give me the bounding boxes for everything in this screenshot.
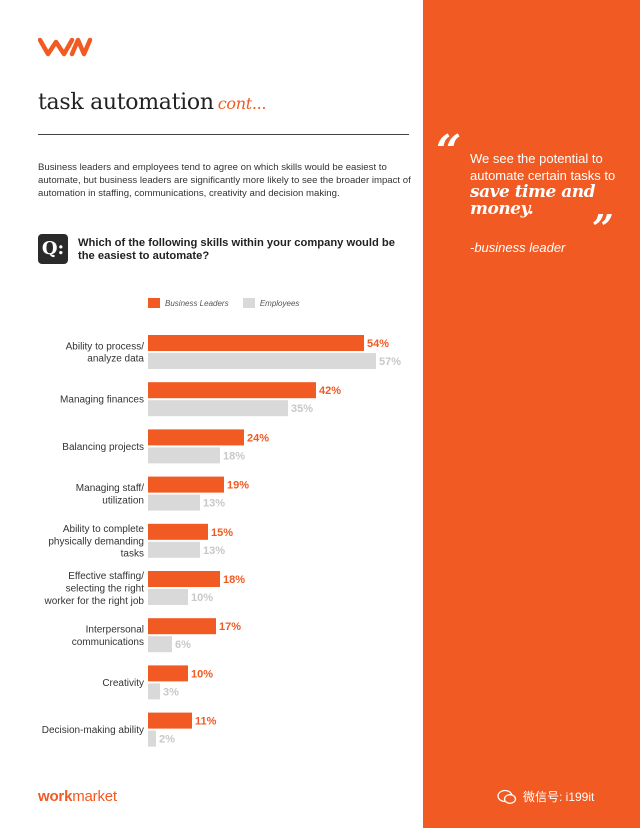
- bar-employees: [148, 589, 188, 605]
- bar-business-leaders: [148, 335, 364, 351]
- category-label: Ability to process/analyze data: [66, 341, 145, 364]
- category-label: Managing finances: [60, 395, 144, 406]
- value-label-business-leaders: 17%: [219, 621, 241, 633]
- value-label-employees: 3%: [163, 686, 179, 698]
- workmarket-logo-icon: [38, 37, 93, 57]
- wordmark-bold: work: [38, 788, 73, 805]
- bar-business-leaders: [148, 429, 244, 446]
- report-page: task automation cont... Business leaders …: [38, 37, 411, 805]
- wordmark-light: market: [72, 788, 117, 805]
- value-label-business-leaders: 42%: [319, 385, 341, 397]
- value-label-employees: 57%: [379, 356, 401, 368]
- chart-legend: Business Leaders Employees: [148, 298, 311, 310]
- skills-bar-chart: Ability to process/analyze data 54% 57% Man…: [42, 335, 401, 747]
- bar-business-leaders: [148, 665, 188, 682]
- bar-business-leaders: [148, 571, 220, 587]
- value-label-employees: 18%: [223, 450, 245, 462]
- bar-employees: [148, 494, 200, 511]
- value-label-business-leaders: 15%: [211, 527, 233, 539]
- bar-business-leaders: [148, 523, 208, 540]
- pull-quote: We see the potential to automate certain…: [470, 150, 630, 218]
- value-label-employees: 13%: [203, 545, 225, 557]
- wechat-id: 微信号: i199it: [523, 790, 595, 804]
- page-title: task automation cont...: [38, 90, 267, 115]
- value-label-business-leaders: 19%: [227, 480, 249, 492]
- wechat-watermark: 微信号: i199it: [497, 788, 594, 805]
- bar-employees: [148, 636, 172, 653]
- category-label: Decision-making ability: [42, 725, 144, 736]
- bar-employees: [148, 730, 156, 747]
- bar-employees: [148, 541, 200, 558]
- category-label: Ability to complete physically demanding t…: [48, 524, 144, 560]
- pull-quote-emphasis: save time and money.: [470, 182, 596, 219]
- close-quote-icon: ”: [592, 206, 614, 251]
- page-title-cont: cont...: [217, 94, 267, 113]
- pull-quote-attribution: -business leader: [470, 240, 566, 255]
- value-label-employees: 13%: [203, 498, 225, 510]
- bar-business-leaders: [148, 382, 316, 399]
- value-label-employees: 35%: [291, 403, 313, 415]
- bar-employees: [148, 353, 376, 369]
- category-label: Interpersonal communications: [72, 625, 144, 648]
- wechat-icon: [497, 789, 517, 804]
- value-label-business-leaders: 24%: [247, 432, 269, 444]
- legend-label-employees: Employees: [259, 298, 300, 308]
- legend-item-leaders: Business Leaders: [148, 298, 229, 308]
- category-label: Effective staffing/selecting the right wo…: [44, 571, 145, 607]
- bar-business-leaders: [148, 712, 192, 729]
- bar-employees: [148, 683, 160, 700]
- value-label-employees: 6%: [175, 639, 191, 651]
- category-label: Balancing projects: [62, 442, 144, 453]
- legend-swatch-leaders: [148, 298, 160, 308]
- workmarket-wordmark: workmarket: [38, 788, 117, 805]
- page-title-text: task automation: [38, 90, 214, 115]
- value-label-business-leaders: 11%: [195, 716, 217, 728]
- quote-sidebar: [423, 0, 640, 828]
- category-label: Managing staff/utilization: [76, 483, 144, 506]
- question-text: Which of the following skills within you…: [78, 237, 395, 262]
- legend-item-employees: Employees: [242, 298, 300, 308]
- value-label-employees: 2%: [159, 734, 175, 746]
- value-label-business-leaders: 10%: [191, 668, 213, 680]
- bar-employees: [148, 400, 288, 417]
- intro-paragraph: Business leaders and employees tend to a…: [38, 162, 411, 199]
- bar-business-leaders: [148, 476, 224, 493]
- title-divider: [38, 134, 409, 135]
- pull-quote-lead: We see the potential to automate certain…: [470, 151, 616, 183]
- bar-employees: [148, 447, 220, 464]
- question-badge: Q:: [38, 234, 68, 264]
- value-label-business-leaders: 18%: [223, 574, 245, 586]
- bar-business-leaders: [148, 618, 216, 635]
- legend-label-leaders: Business Leaders: [165, 298, 229, 308]
- legend-swatch-employees: [242, 298, 255, 308]
- open-quote-icon: “: [436, 126, 462, 177]
- category-label: Creativity: [102, 678, 144, 689]
- value-label-employees: 10%: [191, 592, 213, 604]
- value-label-business-leaders: 54%: [367, 338, 389, 350]
